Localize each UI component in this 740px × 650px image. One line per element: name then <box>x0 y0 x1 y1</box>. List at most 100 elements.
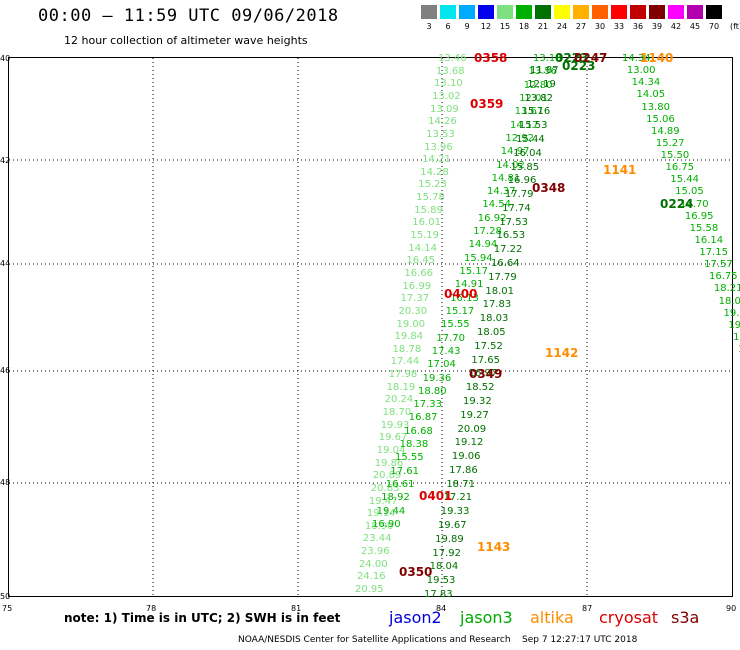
wave-height-value: 16.68 <box>404 425 433 437</box>
wave-height-value: 17.04 <box>427 359 456 371</box>
scale-swatch <box>611 5 627 19</box>
wave-height-value: 18.3 <box>738 345 740 355</box>
wave-height-value: 14.34 <box>631 77 661 89</box>
wave-height-value: 17.65 <box>471 354 501 366</box>
wave-height-value: 18.90 <box>364 520 394 532</box>
wave-height-value: 20.95 <box>355 584 384 595</box>
wave-height-value: 17.83 <box>424 589 453 600</box>
wave-height-value: 12.01 <box>519 92 548 104</box>
latitude-label: 42 <box>0 156 11 165</box>
wave-height-value: 15.94 <box>464 252 493 264</box>
wave-height-value: 15.19 <box>410 230 439 241</box>
wave-height-value: 19.27 <box>460 409 489 421</box>
wave-height-value: 20.30 <box>398 305 428 317</box>
latitude-label: 50 <box>0 592 11 601</box>
longitude-label: 78 <box>146 604 157 613</box>
wave-height-value: 19.47 <box>368 495 398 507</box>
wave-height-value: 17.83 <box>482 299 512 311</box>
wave-height-value: 17.22 <box>493 244 523 256</box>
pass-time-label: 1140 <box>640 51 674 65</box>
wave-height-value: 23.44 <box>362 533 392 545</box>
wave-height-value: 16.01 <box>412 217 441 229</box>
pass-time-label: 0359 <box>470 97 504 111</box>
wave-height-value: 19.93 <box>728 319 740 331</box>
wave-height-value: 19.67 <box>378 432 408 444</box>
wave-height-value: 16.92 <box>477 212 507 224</box>
wave-height-value: 18.01 <box>485 285 514 297</box>
wave-height-value: 24.16 <box>356 571 386 583</box>
wave-height-value: 16.45 <box>406 255 436 267</box>
wave-height-value: 15.16 <box>521 106 551 118</box>
wave-height-value: 17.43 <box>431 345 461 357</box>
scale-swatch <box>478 5 494 19</box>
scale-label: 9 <box>464 22 470 31</box>
latitude-label: 46 <box>0 366 11 375</box>
wave-height-value: 16.75 <box>709 271 738 283</box>
wave-height-value: 18.70 <box>382 407 412 418</box>
wave-height-value: 15.58 <box>689 222 719 234</box>
scale-swatch <box>687 5 703 19</box>
wave-height-value: 16.61 <box>385 479 415 491</box>
latitude-label: 40 <box>0 54 11 63</box>
wave-height-value: 15.44 <box>670 174 699 186</box>
wave-height-value: 18.38 <box>399 439 429 451</box>
wave-height-value: 18.04 <box>429 561 459 573</box>
wave-height-value: 18.21 <box>713 283 740 295</box>
wave-height-value: 12.92 <box>505 132 535 144</box>
scale-swatch <box>706 5 722 19</box>
wave-height-value: 19.93 <box>380 419 410 431</box>
pass-time-label: 0349 <box>469 367 503 381</box>
wave-height-value: 17.33 <box>413 399 443 411</box>
wave-height-value: 14.34 <box>622 53 651 64</box>
wave-height-value: 17.86 <box>449 464 478 476</box>
wave-height-value: 18.92 <box>381 492 410 504</box>
scale-swatch <box>630 5 646 19</box>
wave-height-value: 15.17 <box>459 266 489 278</box>
wave-height-value: 16.99 <box>402 280 432 292</box>
wave-height-value: 14.91 <box>454 279 484 291</box>
pass-time-label: 0350 <box>399 565 433 579</box>
pass-time-label: 0247 <box>574 51 608 65</box>
scale-swatch <box>440 5 456 19</box>
wave-height-value: 15.50 <box>660 150 690 161</box>
latitude-label: 48 <box>0 478 11 487</box>
wave-height-value: 20.24 <box>384 394 414 406</box>
wave-height-value: 13.56 <box>528 66 558 78</box>
wave-height-value: 16.04 <box>513 147 542 159</box>
wave-height-value: 19.14 <box>366 508 396 520</box>
latitude-label: 44 <box>0 259 11 268</box>
pass-time-label: 1141 <box>603 163 637 177</box>
wave-height-value: 14.17 <box>510 119 539 131</box>
scale-label: 12 <box>480 22 492 31</box>
wave-height-value: 15.44 <box>516 133 545 145</box>
wave-height-value: 23.96 <box>360 546 390 558</box>
wave-height-value: 16.95 <box>684 210 714 222</box>
wave-height-value: 15.55 <box>395 452 424 464</box>
scale-label: 27 <box>575 22 587 31</box>
wave-height-value: 12.19 <box>527 78 556 90</box>
wave-height-value: 17.21 <box>443 492 473 504</box>
wave-height-value: 14.14 <box>408 242 437 254</box>
wave-height-value: 19.89 <box>435 533 464 545</box>
scale-label: 70 <box>708 22 720 31</box>
wave-height-value: 17.79 <box>488 271 517 283</box>
wave-height-value: 16.53 <box>496 230 526 242</box>
wave-height-value: 14.02 <box>496 159 525 171</box>
wave-height-value: 15.17 <box>445 305 475 317</box>
wave-height-value: 16.70 <box>680 198 709 210</box>
wave-height-value: 19.67 <box>437 520 467 532</box>
wave-height-value: 17.53 <box>499 216 528 228</box>
wave-height-value: 18.71 <box>446 478 475 490</box>
scale-label: 24 <box>556 22 568 31</box>
wave-height-value: 24.00 <box>358 558 388 570</box>
wave-height-value: 20.89 <box>372 470 402 482</box>
credit-org: NOAA/NESDIS Center for Satellite Applica… <box>238 635 511 645</box>
wave-height-value: 13.67 <box>514 106 544 118</box>
scale-swatch <box>649 5 665 19</box>
wave-height-value: 15.05 <box>675 186 704 198</box>
scale-swatch <box>459 5 475 19</box>
wave-height-value: 19.46 <box>723 307 740 319</box>
map-plot-area <box>8 57 733 597</box>
wave-height-value: 20.83 <box>370 482 400 494</box>
footer-note: note: 1) Time is in UTC; 2) SWH is in fe… <box>64 611 341 625</box>
